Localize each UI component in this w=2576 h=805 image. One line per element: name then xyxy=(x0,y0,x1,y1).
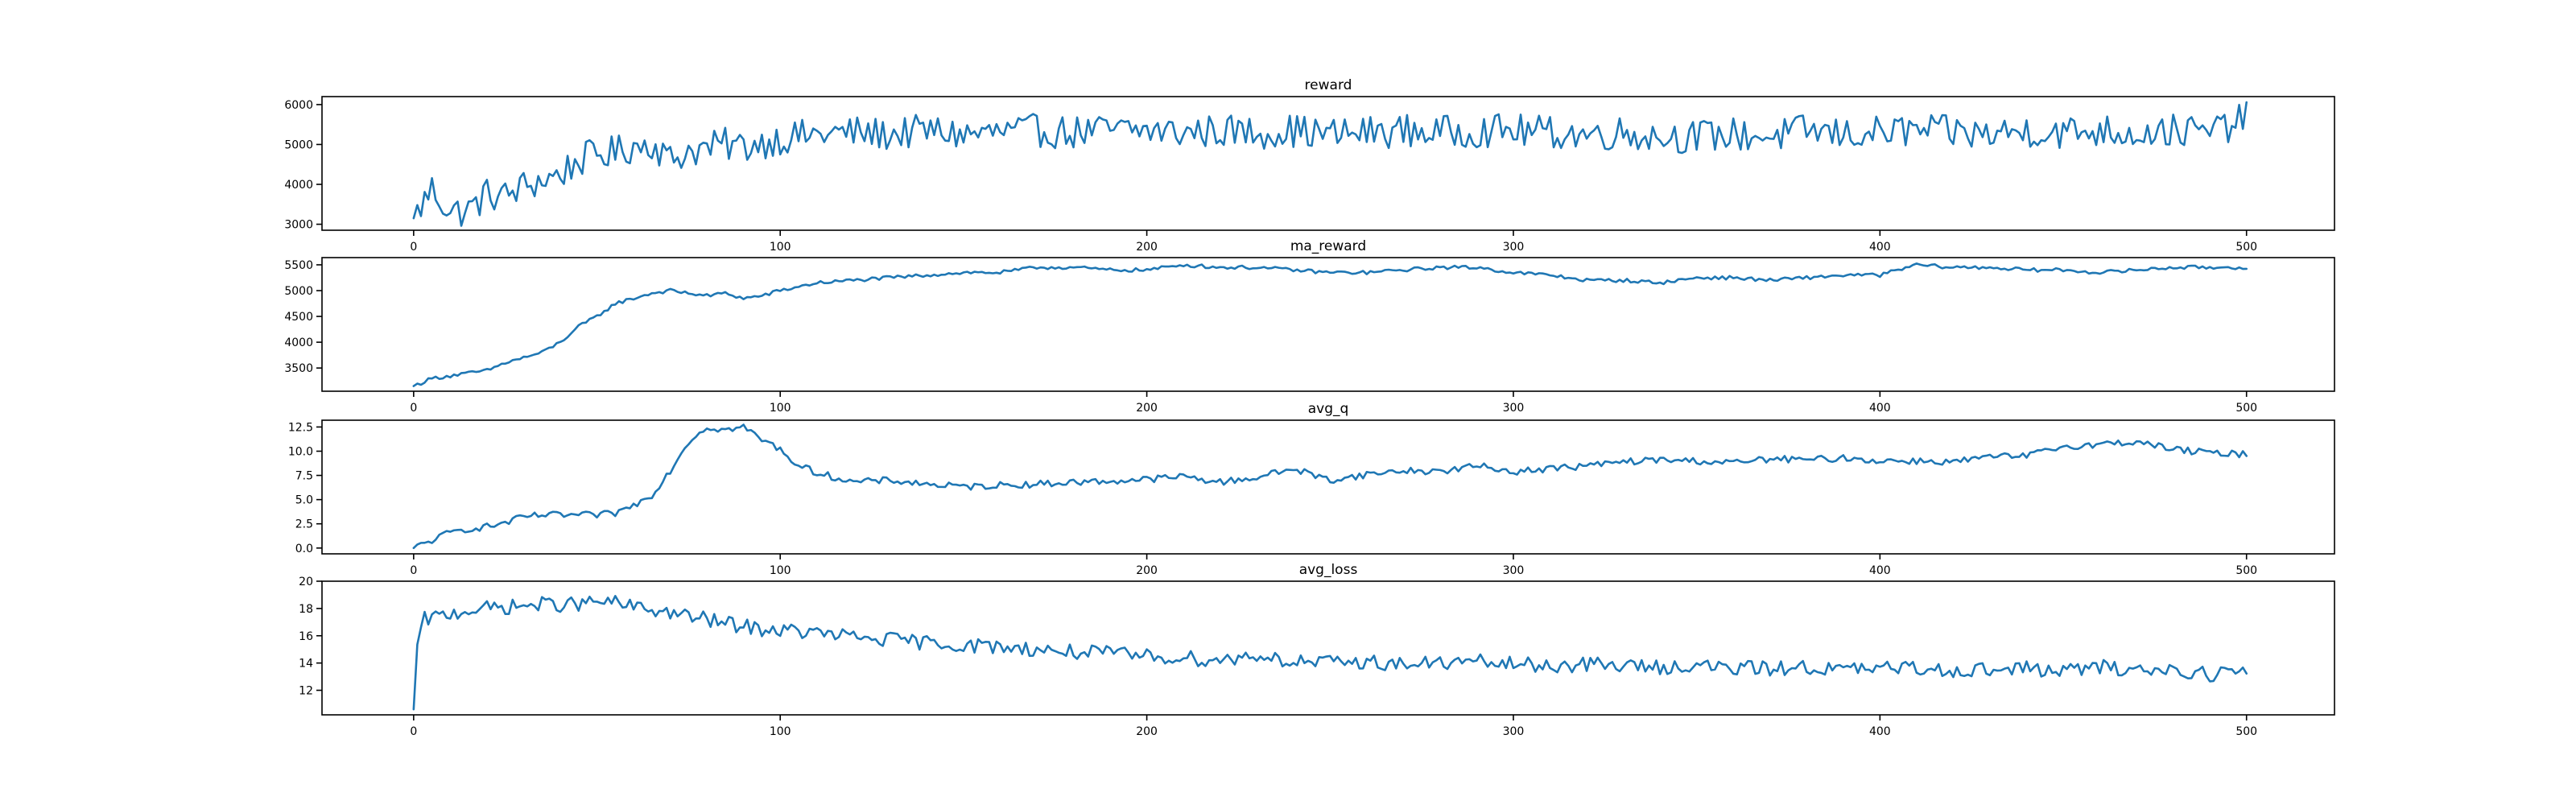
y-tick-label-reward-6000: 6000 xyxy=(284,99,313,112)
chart-avg-q: avg_q 0 100 200 300 400 500 0.0 2.5 5.0 7.5 10.0 12… xyxy=(288,401,2335,577)
x-tick-label-avg-loss-200: 200 xyxy=(1136,725,1158,738)
y-tick-label-ma-reward-5500: 5500 xyxy=(284,259,313,272)
axes-frame-ma-reward xyxy=(321,257,2335,392)
axes-frame-avg-q xyxy=(321,419,2335,555)
series-line-ma-reward xyxy=(412,262,2248,387)
x-tick-label-ma-reward-0: 0 xyxy=(410,402,417,415)
x-tick-label-avg-q-500: 500 xyxy=(2235,564,2257,577)
x-tick-label-reward-0: 0 xyxy=(410,241,417,254)
x-tick-label-ma-reward-200: 200 xyxy=(1136,402,1158,415)
chart-title-avg-loss: avg_loss xyxy=(1299,562,1358,578)
chart-avg-loss: avg_loss 0 100 200 300 400 500 12 14 16 18 20 xyxy=(299,562,2335,738)
x-tick-label-ma-reward-500: 500 xyxy=(2235,402,2257,415)
y-tick-label-avg-q-10: 10.0 xyxy=(288,445,313,458)
x-tick-label-avg-loss-100: 100 xyxy=(770,725,791,738)
x-tick-label-avg-q-0: 0 xyxy=(410,564,417,577)
chart-title-avg-q: avg_q xyxy=(1308,401,1349,417)
y-tick-label-avg-q-0: 0.0 xyxy=(295,543,313,555)
y-tick-label-avg-q-12.5: 12.5 xyxy=(288,421,313,434)
series-line-avg-q xyxy=(412,423,2248,550)
y-tick-label-avg-loss-18: 18 xyxy=(299,603,313,616)
y-tick-label-reward-3000: 3000 xyxy=(284,219,313,232)
x-tick-label-ma-reward-100: 100 xyxy=(770,402,791,415)
y-tick-label-reward-4000: 4000 xyxy=(284,179,313,192)
x-tick-label-reward-400: 400 xyxy=(1869,241,1891,254)
x-tick-label-reward-100: 100 xyxy=(770,241,791,254)
y-tick-label-ma-reward-3500: 3500 xyxy=(284,362,313,375)
chart-title-reward: reward xyxy=(1305,77,1352,93)
x-tick-label-avg-q-200: 200 xyxy=(1136,564,1158,577)
x-tick-label-ma-reward-400: 400 xyxy=(1869,402,1891,415)
y-tick-label-ma-reward-4500: 4500 xyxy=(284,311,313,324)
x-tick-label-avg-q-100: 100 xyxy=(770,564,791,577)
x-tick-label-avg-q-400: 400 xyxy=(1869,564,1891,577)
y-tick-label-avg-q-7.5: 7.5 xyxy=(295,470,313,483)
chart-reward: reward 0 100 200 300 400 500 3000 4000 5000 6000 xyxy=(284,77,2335,254)
series-line-avg-loss xyxy=(412,595,2248,711)
series-line-reward xyxy=(412,101,2248,227)
y-tick-label-avg-loss-12: 12 xyxy=(299,685,313,698)
axes-frame-avg-loss xyxy=(321,580,2335,716)
x-tick-label-reward-200: 200 xyxy=(1136,241,1158,254)
y-tick-label-avg-loss-20: 20 xyxy=(299,576,313,588)
x-tick-label-avg-loss-500: 500 xyxy=(2235,725,2257,738)
y-tick-label-avg-q-5: 5.0 xyxy=(295,494,313,507)
y-tick-label-reward-5000: 5000 xyxy=(284,138,313,151)
y-tick-label-avg-loss-14: 14 xyxy=(299,658,313,671)
y-tick-label-ma-reward-4000: 4000 xyxy=(284,336,313,349)
x-tick-label-reward-300: 300 xyxy=(1503,241,1525,254)
x-tick-label-ma-reward-300: 300 xyxy=(1503,402,1525,415)
x-tick-label-avg-loss-0: 0 xyxy=(410,725,417,738)
x-tick-label-avg-q-300: 300 xyxy=(1503,564,1525,577)
y-tick-label-avg-loss-16: 16 xyxy=(299,630,313,643)
x-tick-label-reward-500: 500 xyxy=(2235,241,2257,254)
y-tick-label-ma-reward-5000: 5000 xyxy=(284,285,313,298)
x-tick-label-avg-loss-300: 300 xyxy=(1503,725,1525,738)
x-tick-label-avg-loss-400: 400 xyxy=(1869,725,1891,738)
chart-ma-reward: ma_reward 0 100 200 300 400 50035004000450050… xyxy=(284,238,2335,415)
chart-title-ma-reward: ma_reward xyxy=(1290,238,1366,254)
axes-frame-reward xyxy=(321,96,2335,231)
y-tick-label-avg-q-2.5: 2.5 xyxy=(295,518,313,531)
